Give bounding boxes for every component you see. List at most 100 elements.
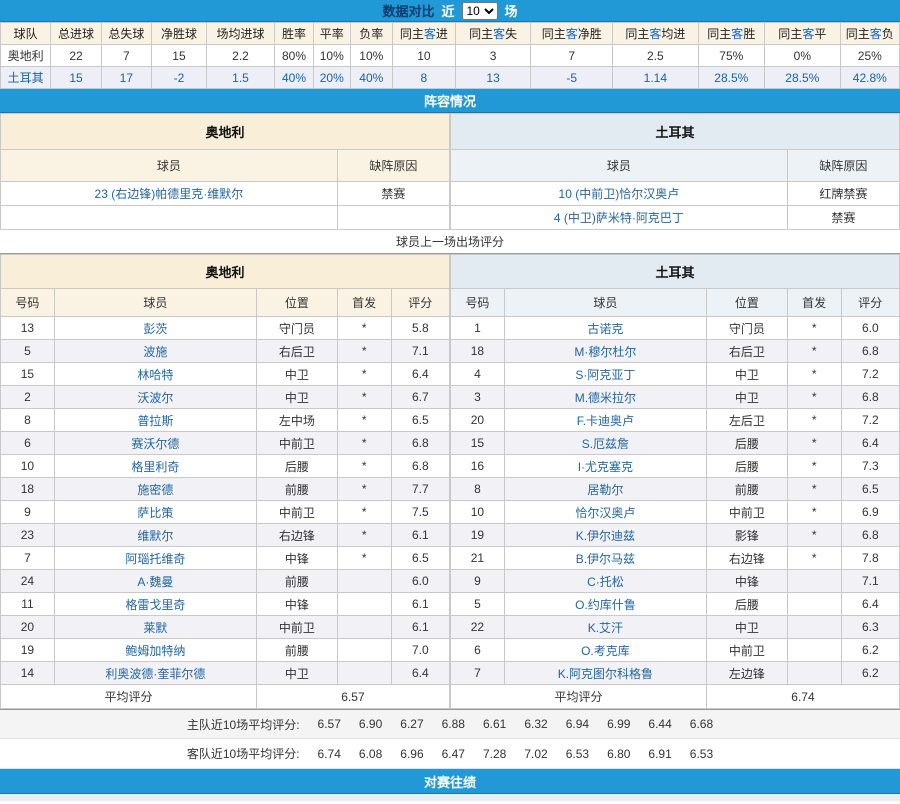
- team-name: 土耳其: [0, 66, 52, 89]
- player-score: 6.4: [840, 431, 900, 455]
- player-link[interactable]: O.约库什鲁: [503, 592, 707, 616]
- player-link[interactable]: 彭茨: [53, 316, 257, 340]
- player-position: 前腰: [255, 569, 338, 593]
- player-starter-flag: [786, 569, 842, 593]
- player-link[interactable]: 维默尔: [53, 523, 257, 547]
- player-link[interactable]: C·托松: [503, 569, 707, 593]
- player-score: 6.7: [390, 385, 451, 409]
- compare-column-header: 场均进球: [205, 22, 276, 45]
- absent-player-link[interactable]: 23 (右边锋)帕德里克·维默尔: [0, 181, 338, 206]
- player-link[interactable]: 林哈特: [53, 362, 257, 386]
- player-number: 9: [0, 500, 55, 524]
- player-number: 3: [450, 385, 505, 409]
- player-number: 22: [450, 615, 505, 639]
- player-link[interactable]: 阿瑙托维奇: [53, 546, 257, 570]
- team-header: 土耳其: [450, 113, 900, 150]
- absence-reason: 禁赛: [786, 205, 900, 230]
- player-link[interactable]: K.艾汗: [503, 615, 707, 639]
- player-link[interactable]: 古诺克: [503, 316, 707, 340]
- recent-average-value: 6.61: [482, 717, 507, 731]
- compare-value: -2: [151, 66, 207, 89]
- player-position: 前腰: [255, 477, 338, 501]
- player-link[interactable]: 普拉斯: [53, 408, 257, 432]
- player-score: 6.1: [390, 615, 451, 639]
- player-link[interactable]: 利奥波德·奎菲尔德: [53, 661, 257, 685]
- player-number: 15: [0, 362, 55, 386]
- player-link[interactable]: B.伊尔马兹: [503, 546, 707, 570]
- recent-average-value: 6.47: [441, 746, 465, 761]
- player-link[interactable]: M.德米拉尔: [503, 385, 707, 409]
- absent-player-link[interactable]: [0, 205, 338, 230]
- compare-value: 1.14: [612, 66, 699, 89]
- player-link[interactable]: F.卡迪奥卢: [503, 408, 707, 432]
- table-row: 13 彭茨 守门员 * 5.8: [0, 316, 451, 340]
- compare-column-header: 同主客均进: [612, 22, 699, 45]
- recent-average-value: 6.80: [607, 746, 631, 761]
- table-row: [0, 205, 451, 230]
- player-number: 7: [0, 546, 55, 570]
- table-row: 6 O.考克库 中前卫 6.2: [450, 638, 900, 662]
- player-position: 中前卫: [255, 615, 338, 639]
- player-starter-flag: *: [336, 408, 392, 432]
- player-number: 6: [0, 431, 55, 455]
- player-link[interactable]: 格里利奇: [53, 454, 257, 478]
- player-link[interactable]: A·魏曼: [53, 569, 257, 593]
- guest-char-highlight: 客: [565, 27, 578, 41]
- player-link[interactable]: K.阿克图尔科格鲁: [503, 661, 707, 685]
- player-link[interactable]: 沃波尔: [53, 385, 257, 409]
- player-link[interactable]: 居勒尔: [503, 477, 707, 501]
- player-number: 21: [450, 546, 505, 570]
- player-number: 4: [450, 362, 505, 386]
- recent-average-value: 7.28: [482, 746, 507, 761]
- player-link[interactable]: 赛沃尔德: [53, 431, 257, 455]
- player-number: 8: [450, 477, 505, 501]
- player-position: 左边锋: [705, 661, 788, 685]
- player-starter-flag: [786, 592, 842, 616]
- player-link[interactable]: 萨比策: [53, 500, 257, 524]
- player-position: 左中场: [255, 408, 338, 432]
- player-link[interactable]: 莱默: [53, 615, 257, 639]
- player-position: 后腰: [705, 454, 788, 478]
- guest-char-highlight: 客: [649, 27, 662, 41]
- guest-char-highlight: 客: [731, 27, 744, 41]
- recent-average-value: 6.88: [441, 717, 465, 731]
- home-recent-label: 主队近10场平均评分:: [186, 717, 300, 732]
- table-row: 20 F.卡迪奥卢 左后卫 * 7.2: [450, 408, 900, 432]
- player-starter-flag: [336, 615, 392, 639]
- absent-player-link[interactable]: 10 (中前卫)恰尔汉奥卢: [450, 181, 788, 206]
- player-position: 中锋: [705, 569, 788, 593]
- player-starter-flag: [786, 638, 842, 662]
- player-link[interactable]: 恰尔汉奥卢: [503, 500, 707, 524]
- player-link[interactable]: O.考克库: [503, 638, 707, 662]
- lineup-table-home: 奥地利 球员 缺阵原因 23 (右边锋)帕德里克·维默尔 禁赛: [0, 113, 451, 230]
- table-row: 20 莱默 中前卫 6.1: [0, 615, 451, 639]
- player-link[interactable]: S·阿克亚丁: [503, 362, 707, 386]
- player-number: 24: [0, 569, 55, 593]
- player-score: 7.3: [840, 454, 900, 478]
- player-starter-flag: *: [336, 500, 392, 524]
- compare-column-header: 同主客失: [454, 22, 532, 45]
- player-starter-flag: [336, 592, 392, 616]
- player-link[interactable]: S.厄兹詹: [503, 431, 707, 455]
- player-link[interactable]: 鲍姆加特纳: [53, 638, 257, 662]
- player-score: 6.8: [390, 454, 451, 478]
- player-position: 中前卫: [705, 500, 788, 524]
- player-position: 中前卫: [255, 431, 338, 455]
- average-score-label: 平均评分: [0, 684, 257, 709]
- player-link[interactable]: 施密德: [53, 477, 257, 501]
- player-link[interactable]: K.伊尔迪兹: [503, 523, 707, 547]
- absent-player-link[interactable]: 4 (中卫)萨米特·阿克巴丁: [450, 205, 788, 230]
- player-starter-flag: *: [336, 431, 392, 455]
- player-starter-flag: *: [786, 385, 842, 409]
- player-link[interactable]: M·穆尔杜尔: [503, 339, 707, 363]
- compare-value: 0%: [764, 44, 841, 67]
- compare-value: 40%: [274, 66, 314, 89]
- match-count-select[interactable]: 10: [461, 1, 498, 20]
- player-link[interactable]: 波施: [53, 339, 257, 363]
- player-starter-flag: [336, 638, 392, 662]
- table-row: 9 C·托松 中锋 7.1: [450, 569, 900, 593]
- data-compare-header: 数据对比 近 10 场: [0, 0, 900, 22]
- player-link[interactable]: 格雷戈里奇: [53, 592, 257, 616]
- player-link[interactable]: I·尤克塞克: [503, 454, 707, 478]
- player-number: 14: [0, 661, 55, 685]
